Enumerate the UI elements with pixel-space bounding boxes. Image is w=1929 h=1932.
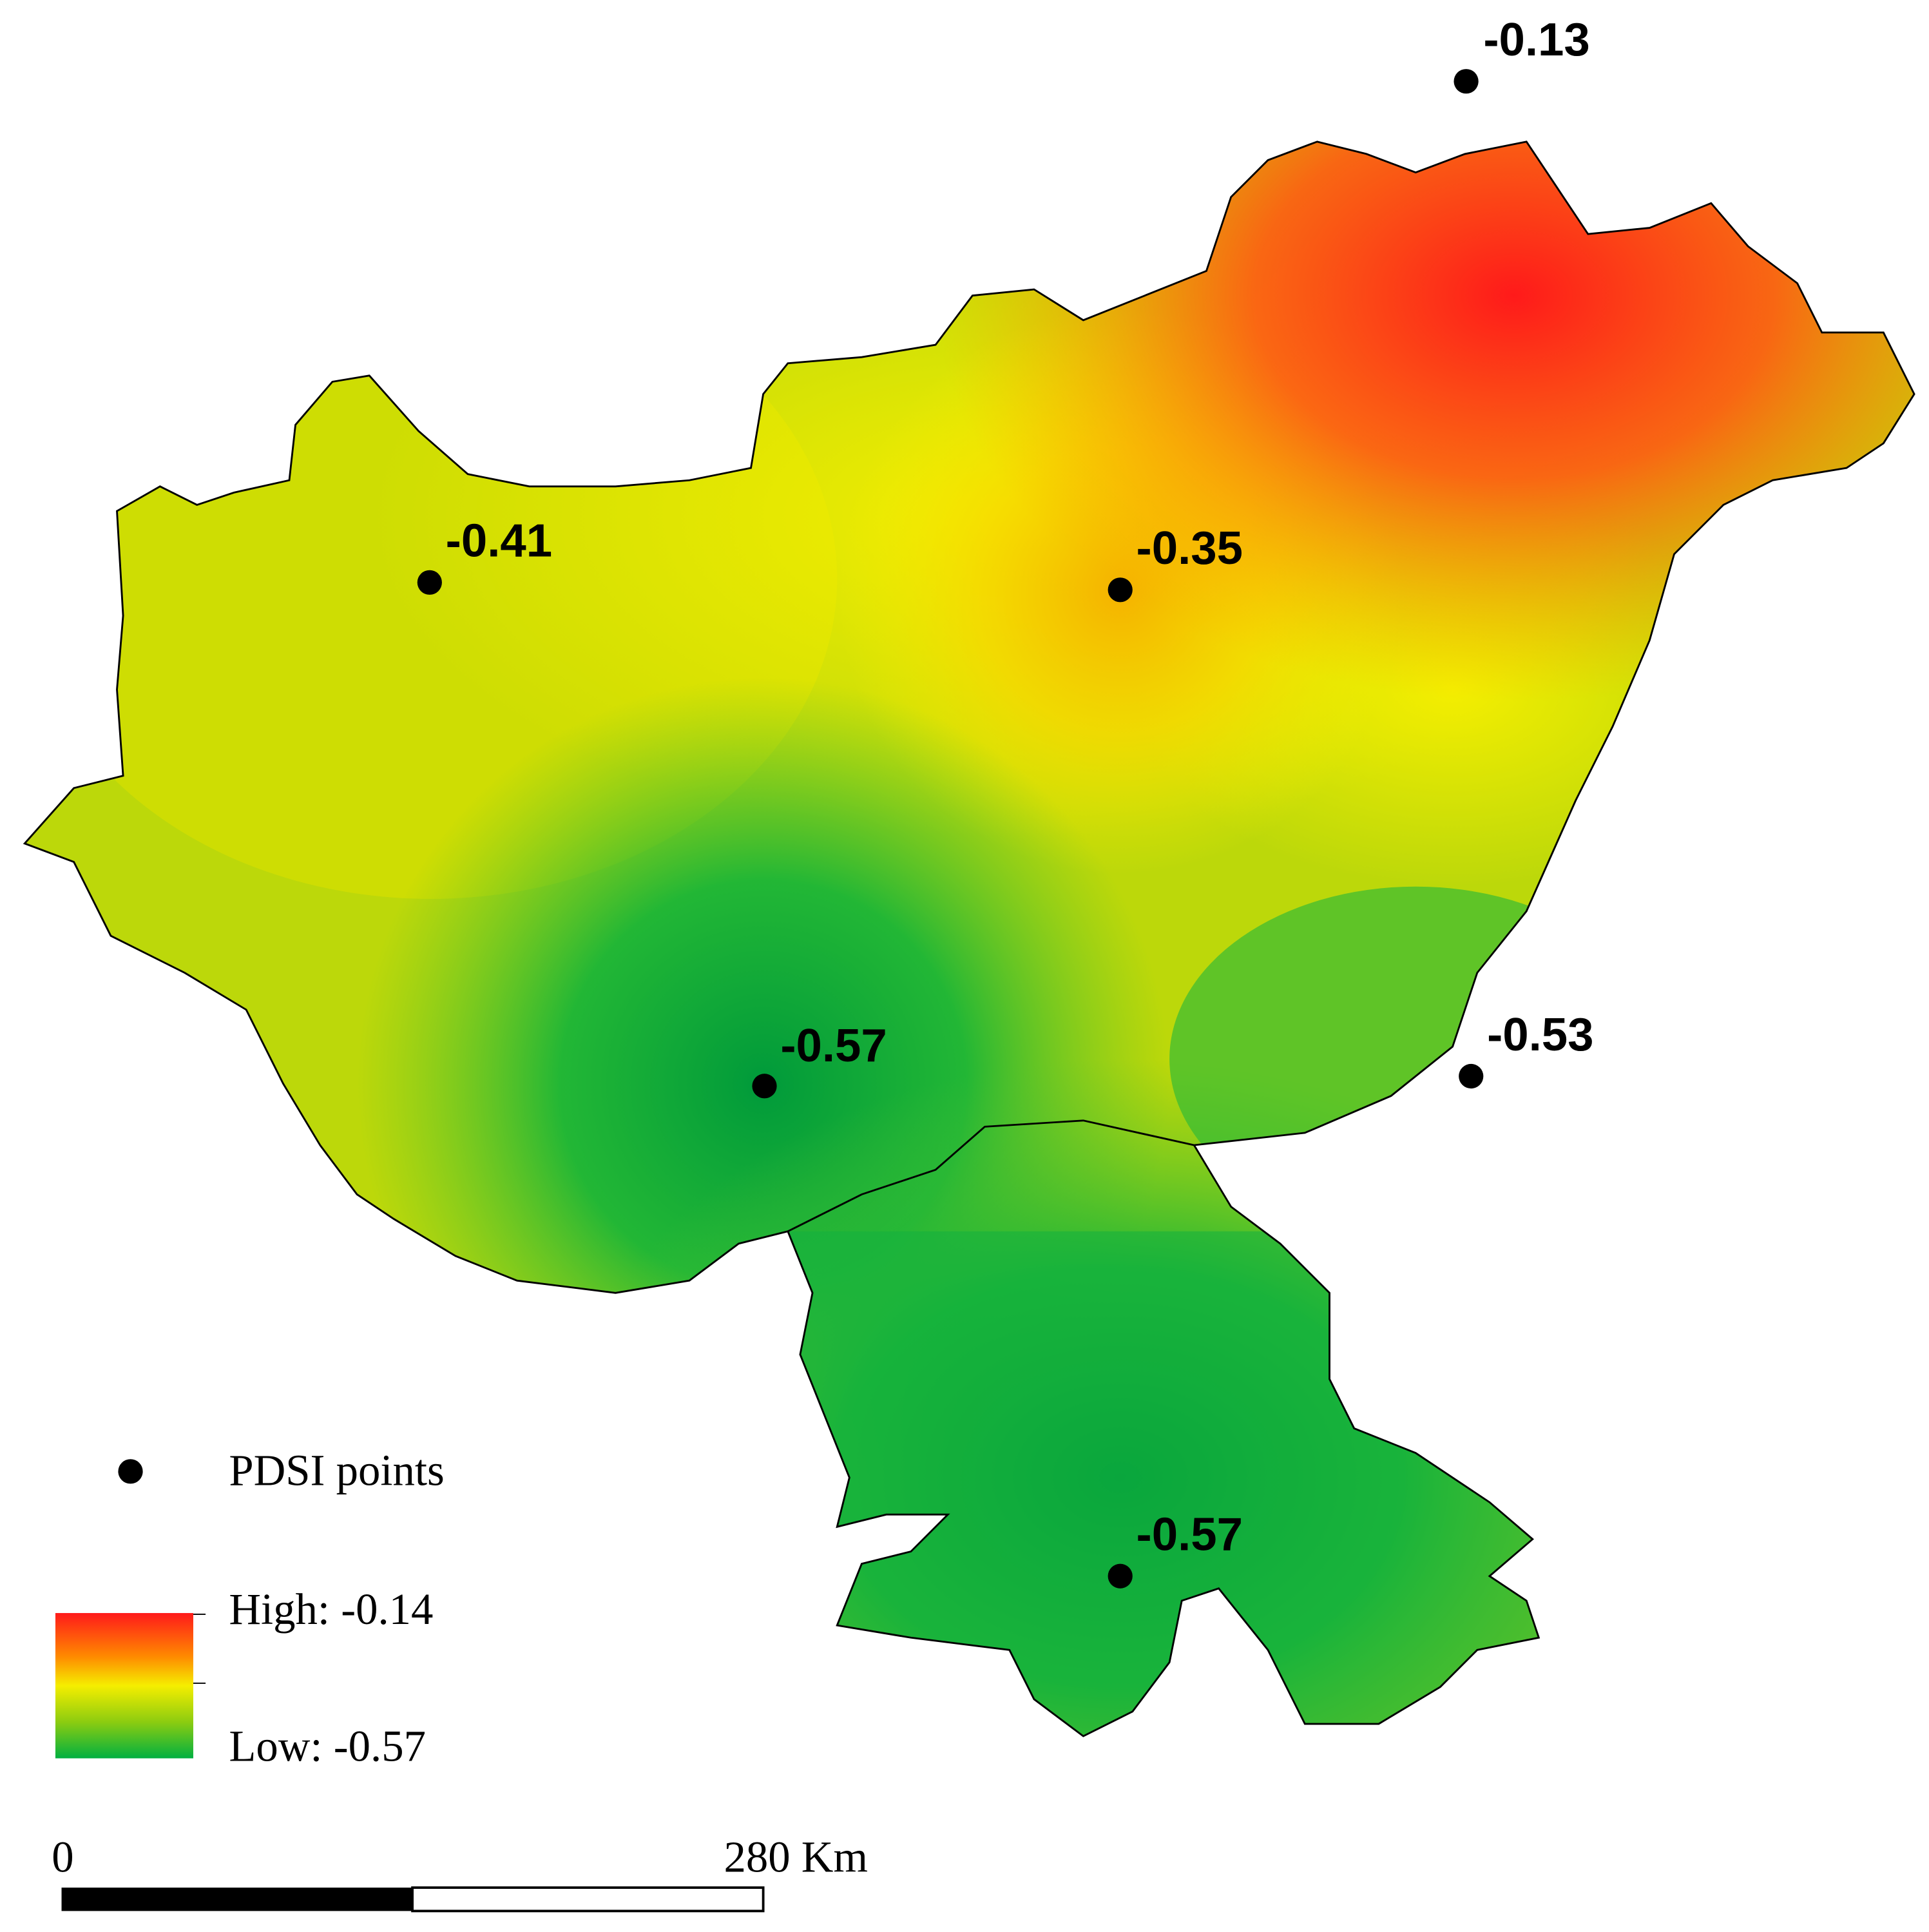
scale-start: 0 [52, 1832, 73, 1881]
point [1459, 1063, 1484, 1089]
legend-high: High: -0.14 [229, 1585, 433, 1634]
point [1108, 1563, 1133, 1589]
legend-low: Low: -0.57 [229, 1721, 426, 1770]
scale-bar: 0 280 Km [52, 1832, 868, 1913]
scale-segment [61, 1888, 413, 1911]
point-label: -0.57 [1137, 1509, 1243, 1561]
legend: PDSI points High: -0.14 Low: -0.57 [55, 1445, 445, 1770]
scale-end: 280 Km [724, 1832, 868, 1881]
point-label: -0.57 [780, 1019, 887, 1072]
point [1454, 69, 1479, 94]
pdsi-points: -0.13 -0.41 -0.35 -0.57 -0.53 -0.57 [417, 14, 1594, 1589]
legend-points-label: PDSI points [229, 1445, 444, 1494]
point [752, 1074, 777, 1099]
border [23, 140, 1915, 1737]
point [417, 570, 442, 595]
legend-color-ramp [55, 1613, 193, 1759]
point [1108, 577, 1133, 603]
point-label: -0.13 [1483, 14, 1589, 66]
scale-segment [411, 1886, 765, 1913]
point-label: -0.41 [446, 515, 552, 567]
point-label: -0.35 [1137, 522, 1243, 574]
point-label: -0.53 [1487, 1009, 1593, 1061]
legend-point-symbol [118, 1459, 143, 1484]
